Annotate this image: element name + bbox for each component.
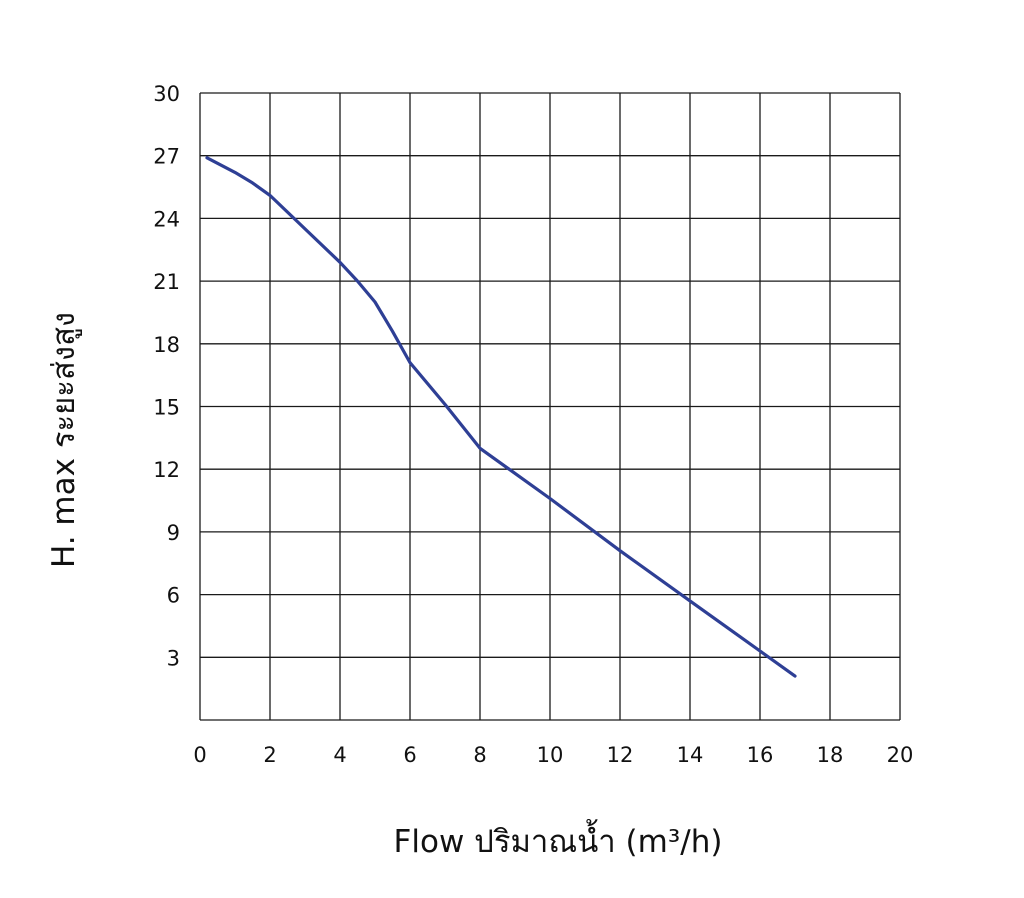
y-tick-label: 12 [153,458,180,482]
y-tick-label: 18 [153,333,180,357]
series-group [205,156,797,678]
y-tick-label: 21 [153,270,180,294]
y-tick-label: 6 [167,584,180,608]
grid [199,92,901,721]
x-tick-label: 20 [887,743,914,767]
x-tick-label: 14 [677,743,704,767]
x-tick-label: 2 [263,743,276,767]
x-tick-label: 12 [607,743,634,767]
y-axis-title: H. max ระยะส่งสูง [46,312,82,568]
x-tick-labels: 0 2 4 6 8 10 12 14 16 18 20 [193,743,913,767]
x-tick-label: 8 [473,743,486,767]
y-tick-label: 27 [153,145,180,169]
x-tick-label: 0 [193,743,206,767]
y-tick-label: 9 [167,521,180,545]
y-tick-label: 15 [153,396,180,420]
y-tick-label: 30 [153,82,180,106]
x-axis-title: Flow ปริมาณน้ำ (m³/h) [394,819,723,860]
x-tick-label: 18 [817,743,844,767]
x-tick-label: 4 [333,743,346,767]
y-tick-labels: 3 6 9 12 15 18 21 24 27 30 [153,82,180,670]
y-tick-label: 3 [167,646,180,670]
x-tick-label: 10 [537,743,564,767]
x-tick-label: 6 [403,743,416,767]
series-line-0 [205,156,797,678]
y-tick-label: 24 [153,207,180,231]
x-tick-label: 16 [747,743,774,767]
